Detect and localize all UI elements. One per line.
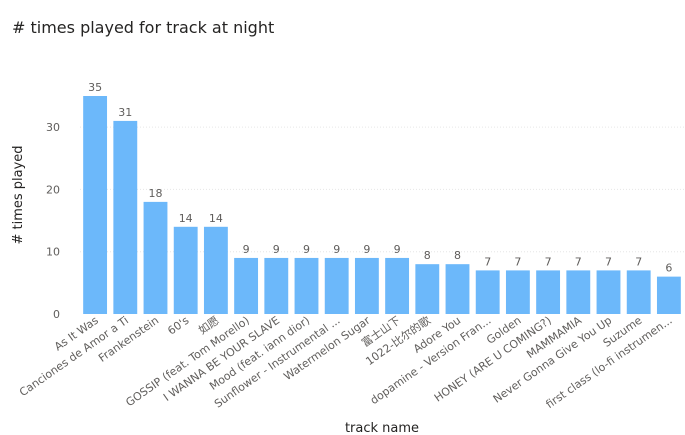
bar[interactable]	[83, 96, 108, 314]
y-tick-label: 20	[46, 183, 60, 196]
data-label: 18	[149, 187, 163, 200]
bar[interactable]	[626, 270, 651, 314]
chart-title: # times played for track at night	[12, 18, 275, 37]
bar[interactable]	[475, 270, 500, 314]
bar[interactable]	[203, 226, 228, 314]
data-label: 31	[118, 106, 132, 119]
data-label: 9	[243, 243, 250, 256]
data-label: 7	[545, 255, 552, 268]
data-label: 7	[514, 255, 521, 268]
bar[interactable]	[173, 226, 198, 314]
y-tick-label: 10	[46, 246, 60, 259]
data-label: 14	[209, 212, 223, 225]
data-label: 8	[454, 249, 461, 262]
data-label: 14	[179, 212, 193, 225]
data-label: 7	[635, 255, 642, 268]
data-label: 8	[424, 249, 431, 262]
bar[interactable]	[596, 270, 621, 314]
bar[interactable]	[566, 270, 591, 314]
data-label: 9	[273, 243, 280, 256]
gridlines	[80, 126, 684, 253]
y-tick-label: 0	[53, 308, 60, 321]
bar[interactable]	[445, 264, 470, 314]
bar[interactable]	[324, 257, 349, 314]
bar[interactable]	[536, 270, 561, 314]
data-label: 9	[394, 243, 401, 256]
data-labels: 35 31 18 14 14 9 9 9 9 9 9 8 8 7 7 7 7 7 7 6	[88, 81, 672, 275]
bars	[83, 96, 681, 315]
bar[interactable]	[415, 264, 440, 314]
bar[interactable]	[264, 257, 289, 314]
data-label: 7	[484, 255, 491, 268]
bar[interactable]	[354, 257, 379, 314]
y-tick-label: 30	[46, 121, 60, 134]
bar[interactable]	[385, 257, 410, 314]
bar[interactable]	[113, 120, 138, 315]
bar[interactable]	[656, 276, 681, 314]
category-label: 60's	[165, 314, 191, 338]
y-axis-title: # times played	[11, 145, 26, 244]
bar[interactable]	[505, 270, 530, 314]
data-label: 9	[363, 243, 370, 256]
data-label: 9	[333, 243, 340, 256]
y-axis-ticks: 0 10 20 30	[46, 121, 60, 321]
bar[interactable]	[234, 257, 259, 314]
data-label: 7	[575, 255, 582, 268]
data-label: 9	[303, 243, 310, 256]
bar[interactable]	[143, 201, 168, 314]
x-axis-title: track name	[345, 421, 419, 435]
data-label: 7	[605, 255, 612, 268]
data-label: 6	[665, 262, 672, 275]
bar[interactable]	[294, 257, 319, 314]
data-label: 35	[88, 81, 102, 94]
